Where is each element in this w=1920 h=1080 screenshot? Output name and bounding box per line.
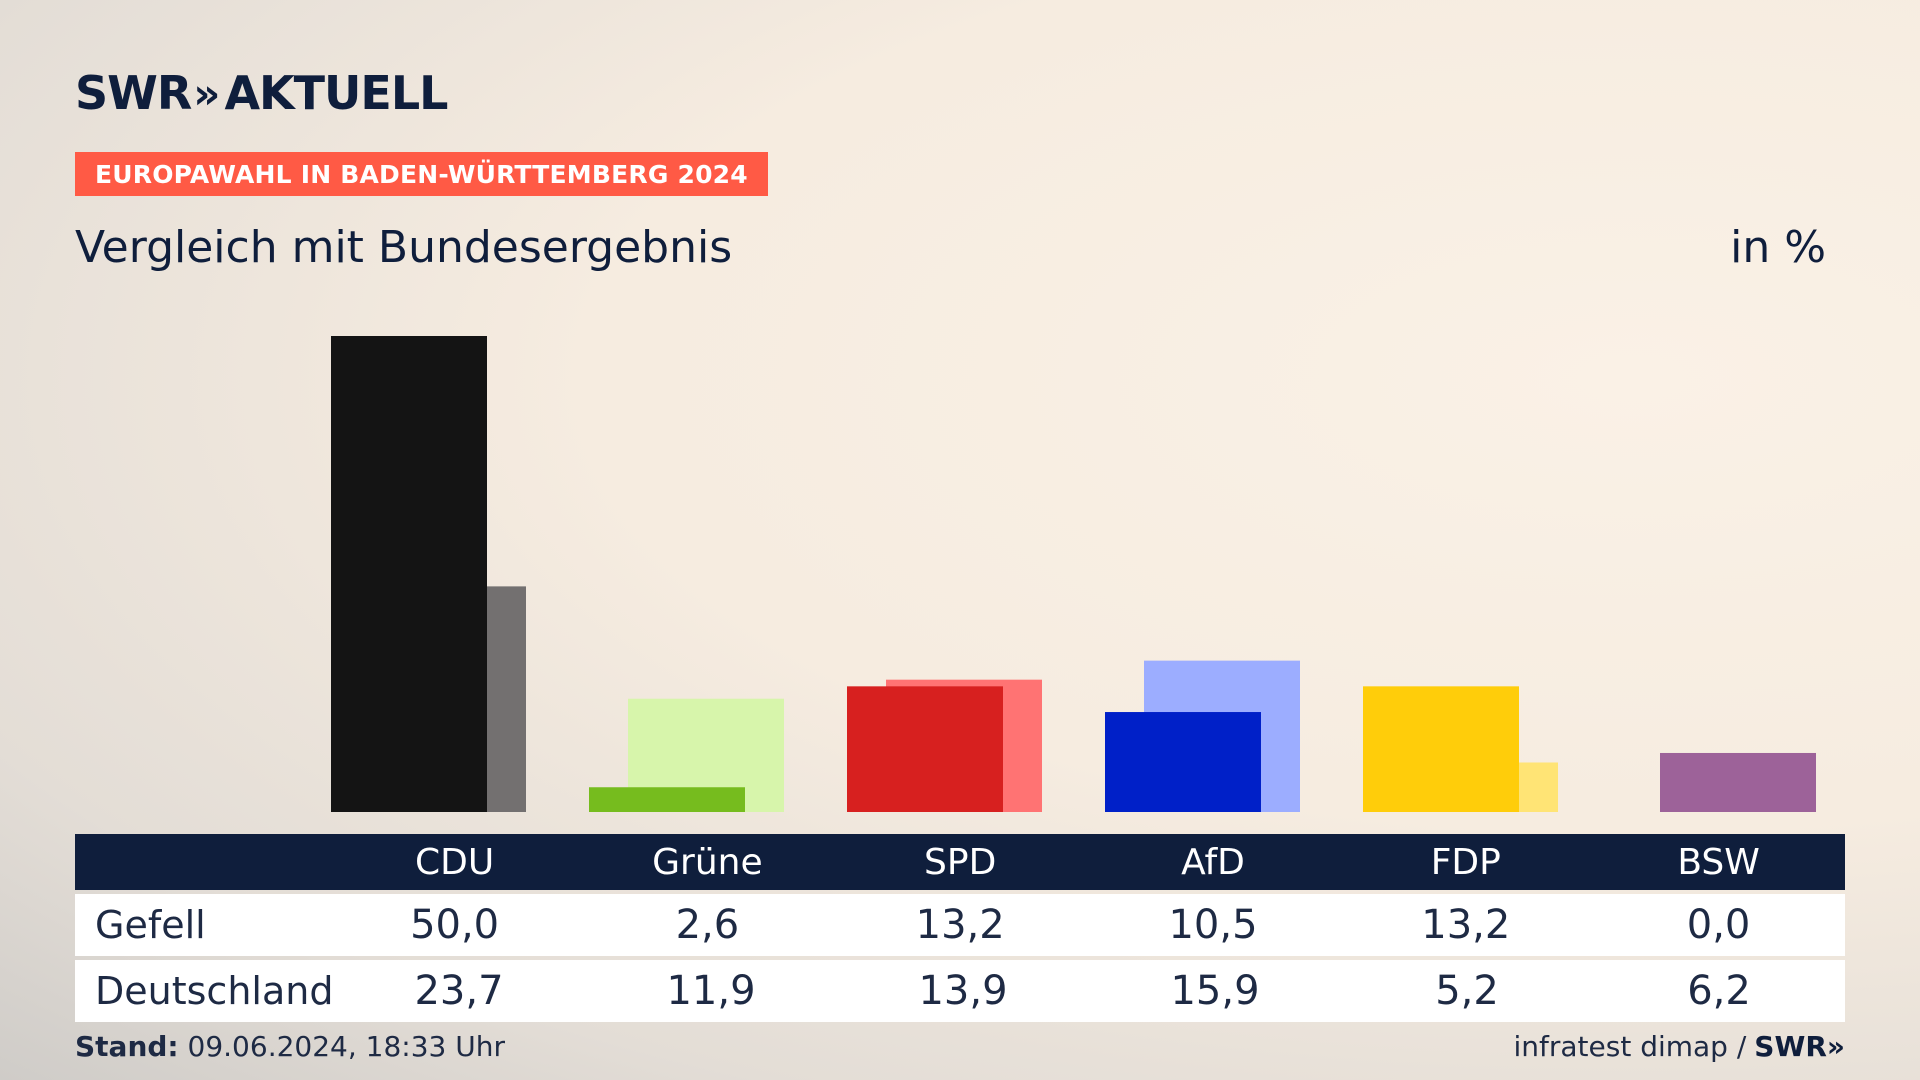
value-cell: 23,7 xyxy=(414,968,504,1014)
bar-gefell-spd xyxy=(847,686,1003,812)
bar-gefell-grüne xyxy=(589,787,745,812)
value-cell: 50,0 xyxy=(410,902,500,948)
election-badge: EUROPAWAHL IN BADEN-WÜRTTEMBERG 2024 xyxy=(75,152,768,196)
value-cell: 13,2 xyxy=(915,902,1005,948)
value-cell: 2,6 xyxy=(675,902,740,948)
unit-label: in % xyxy=(1730,222,1826,273)
row-label: Gefell xyxy=(95,903,206,947)
column-header: AfD xyxy=(1181,841,1245,883)
value-cell: 10,5 xyxy=(1168,902,1258,948)
table-row-local: Gefell 50,0 2,6 13,2 10,5 13,2 0,0 xyxy=(75,894,1845,956)
source-credit: infratest dimap / SWR» xyxy=(1513,1030,1845,1063)
swr-aktuell-logo: SWR » AKTUELL xyxy=(75,66,448,120)
column-header: BSW xyxy=(1677,841,1760,883)
logo-aktuell-text: AKTUELL xyxy=(224,66,448,120)
table-header: CDU Grüne SPD AfD FDP BSW xyxy=(75,834,1845,890)
bar-gefell-afd xyxy=(1105,712,1261,812)
stand-value: 09.06.2024, 18:33 Uhr xyxy=(187,1030,505,1063)
value-cell: 6,2 xyxy=(1687,968,1751,1014)
logo-swr-text: SWR xyxy=(75,66,192,120)
value-cell: 13,9 xyxy=(918,968,1008,1014)
source-text: infratest dimap / xyxy=(1513,1030,1747,1063)
table-row-national: Deutschland 23,7 11,9 13,9 15,9 5,2 6,2 xyxy=(75,960,1845,1022)
bar-deutschland-bsw xyxy=(1660,752,1816,812)
value-cell: 0,0 xyxy=(1686,902,1751,948)
row-label: Deutschland xyxy=(95,969,334,1013)
column-header: SPD xyxy=(924,841,997,883)
timestamp: Stand: 09.06.2024, 18:33 Uhr xyxy=(75,1030,505,1063)
value-cell: 13,2 xyxy=(1421,902,1511,948)
column-header: FDP xyxy=(1430,841,1501,883)
value-cell: 15,9 xyxy=(1170,968,1260,1014)
swr-mini-logo: SWR» xyxy=(1754,1030,1845,1063)
bar-gefell-fdp xyxy=(1363,686,1519,812)
column-header: Grüne xyxy=(652,841,763,883)
bar-gefell-cdu xyxy=(331,336,487,812)
stand-label: Stand: xyxy=(75,1030,179,1063)
value-cell: 5,2 xyxy=(1435,968,1499,1014)
results-table: CDU Grüne SPD AfD FDP BSW Gefell 50,0 2,6 13,2 1… xyxy=(75,834,1845,1022)
column-header: CDU xyxy=(414,841,495,883)
chart-subtitle: Vergleich mit Bundesergebnis xyxy=(75,222,733,273)
value-cell: 11,9 xyxy=(666,968,756,1014)
